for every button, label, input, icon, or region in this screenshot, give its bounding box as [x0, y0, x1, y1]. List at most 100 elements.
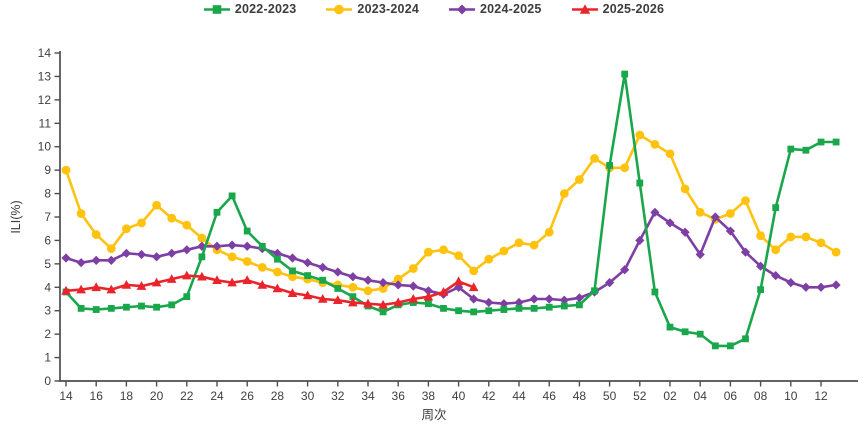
data-point-marker [123, 303, 130, 311]
data-point-marker [560, 302, 568, 310]
data-point-marker [484, 297, 494, 308]
data-point-marker [121, 279, 132, 289]
data-point-marker [91, 255, 101, 265]
series-2022-2023 [62, 70, 840, 350]
data-point-marker [363, 298, 373, 308]
data-point-marker [740, 247, 751, 257]
data-point-marker [469, 266, 479, 276]
data-point-marker [106, 284, 117, 294]
data-point-marker [197, 233, 207, 243]
data-point-marker [757, 286, 764, 294]
data-point-marker [454, 251, 463, 261]
x-tick-label: 22 [180, 389, 194, 403]
data-point-marker [544, 227, 554, 237]
data-point-marker [92, 306, 100, 313]
data-point-marker [802, 146, 810, 154]
data-point-marker [832, 138, 840, 146]
data-point-marker [408, 281, 418, 291]
data-point-marker [289, 267, 296, 275]
data-point-marker [695, 207, 705, 217]
data-point-marker [258, 242, 266, 250]
series-line [64, 211, 838, 305]
y-tick-label: 3 [44, 304, 51, 318]
data-point-marker [408, 264, 418, 273]
series-2024-2025 [61, 207, 841, 309]
data-point-marker [470, 308, 478, 316]
data-point-marker [530, 304, 538, 312]
y-tick-label: 2 [44, 327, 51, 341]
data-point-marker [287, 288, 298, 297]
data-point-marker [576, 301, 583, 309]
data-point-marker [771, 245, 781, 255]
data-point-marker [681, 328, 689, 336]
data-point-marker [453, 276, 464, 286]
data-point-marker [334, 285, 342, 292]
data-point-marker [801, 232, 811, 242]
series-line [64, 72, 838, 348]
data-point-marker [727, 342, 734, 350]
data-point-marker [106, 244, 116, 254]
data-point-marker [349, 293, 357, 301]
data-point-marker [710, 212, 720, 222]
data-point-marker [559, 295, 569, 305]
x-tick-label: 26 [241, 389, 255, 403]
y-tick-label: 14 [38, 46, 52, 60]
data-point-marker [227, 277, 237, 287]
data-point-marker [213, 208, 221, 216]
data-point-marker [787, 145, 795, 153]
data-point-marker [484, 254, 494, 264]
data-point-marker [363, 286, 373, 296]
x-tick-label: 16 [90, 389, 104, 403]
data-point-marker [61, 165, 71, 175]
data-point-marker [514, 297, 524, 308]
data-point-marker [425, 300, 432, 308]
data-point-marker [166, 274, 177, 283]
data-point-marker [274, 255, 281, 263]
legend-item-2023-2024: 2023-2024 [326, 2, 419, 16]
x-tick-label: 14 [59, 389, 73, 403]
data-point-marker [801, 282, 811, 292]
data-point-marker [665, 218, 675, 228]
data-point-marker [696, 330, 704, 338]
series-2023-2024 [61, 130, 841, 296]
data-point-marker [574, 293, 584, 303]
data-point-marker [817, 138, 825, 146]
y-tick-label: 0 [44, 374, 51, 388]
x-axis: 14 16 18 20 22 24 26 28 30 32 34 36 38 40 42 44 46 48 50 52… [59, 381, 828, 403]
data-point-marker [136, 281, 147, 290]
data-point-marker [212, 275, 222, 285]
data-point-marker [287, 253, 298, 263]
data-point-marker [348, 297, 358, 307]
data-point-marker [621, 70, 629, 78]
y-tick-label: 7 [44, 210, 51, 224]
data-point-marker [469, 294, 479, 304]
data-point-marker [378, 278, 388, 288]
data-point-marker [121, 248, 131, 258]
legend-label: 2023-2024 [357, 2, 419, 16]
data-point-marker [107, 304, 115, 312]
legend-item-2024-2025: 2024-2025 [449, 2, 542, 16]
legend-item-2025-2026: 2025-2026 [571, 2, 665, 16]
data-point-marker [198, 253, 206, 261]
data-point-marker [500, 306, 508, 313]
data-point-marker [151, 277, 162, 287]
x-tick-label: 04 [694, 389, 708, 403]
x-tick-label: 32 [331, 389, 345, 403]
series-line [64, 274, 475, 307]
data-point-marker [302, 290, 313, 300]
x-tick-label: 08 [754, 389, 768, 403]
data-point-marker [786, 278, 796, 288]
data-point-marker [651, 288, 659, 296]
x-tick-label: 44 [512, 389, 526, 403]
y-tick-label: 4 [44, 280, 51, 294]
data-point-marker [76, 258, 86, 268]
data-point-marker [182, 220, 192, 230]
data-point-marker [288, 272, 297, 282]
legend: 2022-2023 2023-2024 2024-2025 2025-2026 [0, 2, 868, 16]
data-point-marker [182, 270, 192, 280]
data-point-marker [499, 246, 509, 256]
data-point-marker [152, 200, 162, 210]
